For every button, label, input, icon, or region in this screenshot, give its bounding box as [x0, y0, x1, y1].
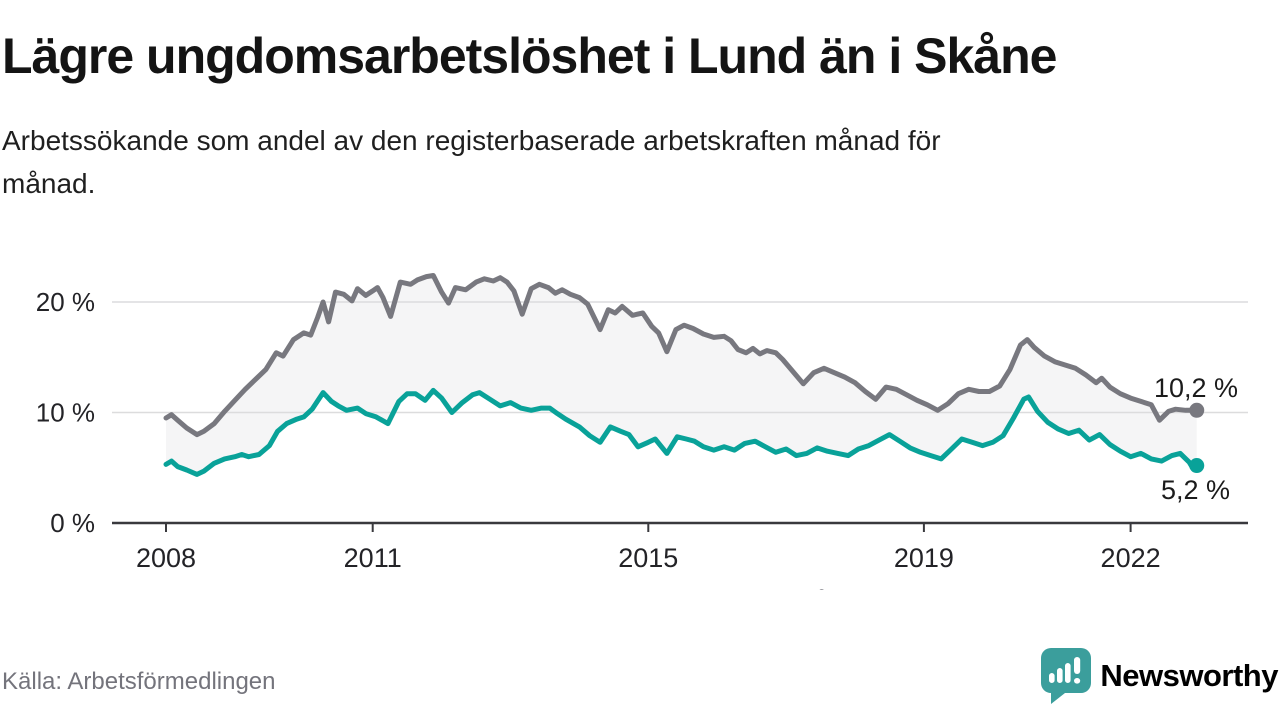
source-note: Källa: Arbetsförmedlingen — [2, 668, 276, 695]
between-series-band — [166, 275, 1197, 475]
page-title: Lägre ungdomsarbetslöshet i Lund än i Sk… — [2, 28, 1057, 84]
page-subtitle: Arbetssökande som andel av den registerb… — [2, 120, 1222, 205]
brand-name: Newsworthy — [1100, 658, 1278, 693]
x-axis-label: 2015 — [618, 543, 678, 573]
series-line-skane — [163, 273, 1200, 438]
subtitle-line-2: månad. — [2, 167, 96, 199]
x-axis: 2008 2011 2015 2019 2022 — [112, 521, 1248, 573]
y-axis-label: 20 % — [36, 287, 95, 317]
y-axis-label: 10 % — [36, 398, 95, 428]
x-axis-label: 2022 — [1101, 543, 1161, 573]
x-axis-label: 2019 — [894, 543, 954, 573]
area-between-series — [166, 275, 1197, 475]
line-chart: 0 % 10 % 20 % 2008 2011 2015 2019 2022 Skåne l… — [0, 240, 1280, 685]
x-axis-label: 2011 — [344, 543, 402, 573]
end-value-label-skane: 10,2 % — [1154, 373, 1238, 403]
y-axis-label: 0 % — [50, 508, 95, 538]
subtitle-line-1: Arbetssökande som andel av den registerb… — [2, 125, 941, 156]
x-axis-label: 2008 — [136, 543, 196, 573]
end-dot-skane — [1189, 402, 1205, 418]
gridlines: 0 % 10 % 20 % — [36, 287, 1248, 538]
end-value-label-lund: 5,2 % — [1161, 475, 1230, 505]
end-dot-lund — [1189, 458, 1205, 474]
newsworthy-logo: Newsworthy — [1040, 644, 1278, 708]
end-dots — [1189, 402, 1205, 474]
series-label-skane: Skåne län — [778, 588, 913, 590]
series-line-lund — [163, 387, 1200, 477]
chart-canvas: 0 % 10 % 20 % 2008 2011 2015 2019 2022 Skåne l… — [36, 273, 1248, 685]
newsworthy-speech-bubble-icon — [1041, 648, 1092, 704]
series-lines — [163, 273, 1200, 477]
